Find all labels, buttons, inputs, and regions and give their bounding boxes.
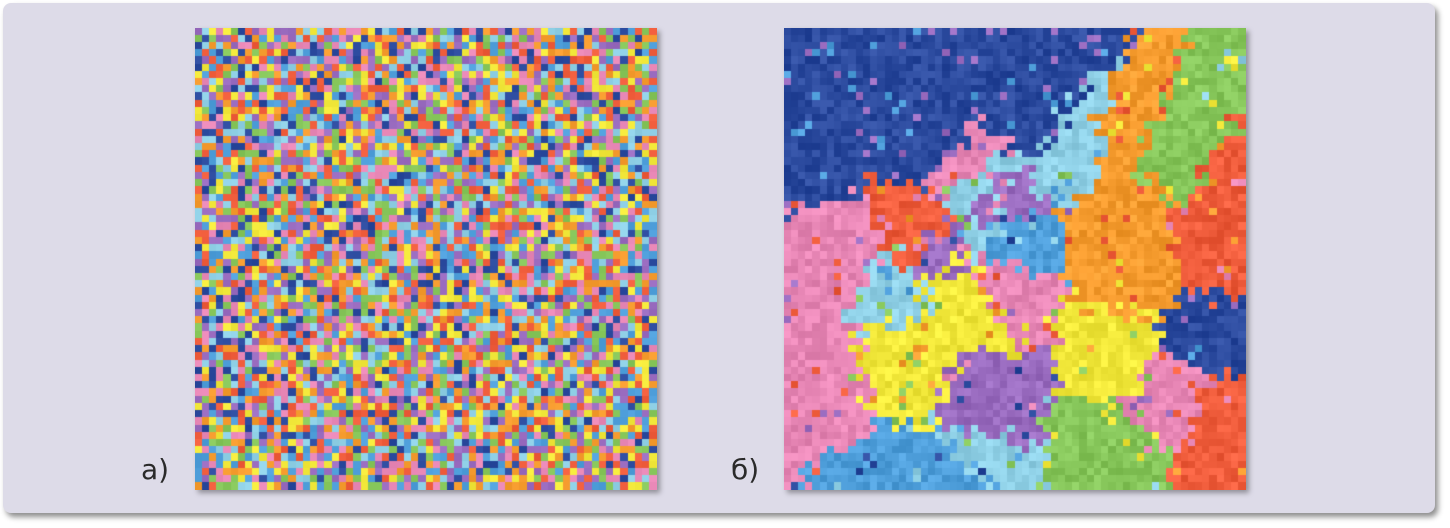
- random-pattern-image: [195, 28, 657, 490]
- panel-label-b: б): [731, 453, 760, 486]
- panel-label-a: а): [141, 453, 170, 486]
- figure-frame: а) б): [3, 3, 1435, 513]
- clustered-pattern-image: [784, 28, 1246, 490]
